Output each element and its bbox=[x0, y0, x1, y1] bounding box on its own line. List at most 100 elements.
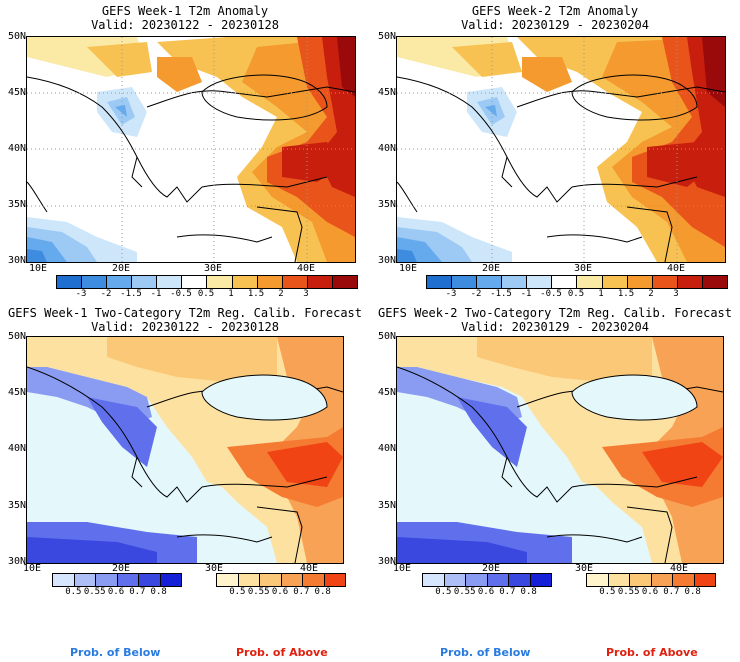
colorbar-tick-label: 0.6 bbox=[641, 587, 659, 597]
prob-below-label: Prob. of Below bbox=[440, 646, 531, 659]
colorbar-swatch bbox=[627, 276, 653, 288]
colorbar-swatch bbox=[332, 276, 357, 288]
anomaly-colorbar bbox=[426, 275, 728, 289]
colorbar-swatch bbox=[303, 574, 325, 586]
colorbar-tick-label: 2 bbox=[648, 289, 654, 299]
colorbar-swatch bbox=[651, 574, 673, 586]
map-week1-anomaly bbox=[26, 36, 356, 263]
prob-above-colorbar-labels: 0.5 0.55 0.6 0.7 0.8 bbox=[216, 587, 344, 599]
colorbar-tick-label: 0.55 bbox=[83, 587, 106, 597]
colorbar-tick-label: -1.5 bbox=[490, 289, 512, 299]
lat-label: 30N bbox=[377, 255, 396, 266]
colorbar-swatch bbox=[487, 574, 509, 586]
lat-label: 35N bbox=[377, 500, 396, 511]
colorbar-tick-label: -1 bbox=[150, 289, 162, 299]
colorbar-swatch bbox=[427, 276, 453, 288]
map-week2-anomaly bbox=[396, 36, 726, 263]
panel-valid-dates: Valid: 20230129 - 20230204 bbox=[461, 18, 649, 32]
prob-below-colorbar-labels: 0.5 0.55 0.6 0.7 0.8 bbox=[52, 587, 180, 599]
colorbar-swatch bbox=[160, 574, 181, 586]
lat-label: 40N bbox=[377, 443, 396, 454]
colorbar-tick-label: 0.7 bbox=[129, 587, 146, 597]
lat-label: 45N bbox=[377, 387, 396, 398]
colorbar-swatch bbox=[702, 276, 727, 288]
lon-label: 30E bbox=[574, 563, 594, 574]
lat-label: 30N bbox=[7, 556, 26, 567]
colorbar-tick-label: 0.8 bbox=[520, 587, 537, 597]
lat-label: 45N bbox=[7, 387, 26, 398]
lat-label: 50N bbox=[377, 31, 396, 42]
panel-title: GEFS Week-2 T2m Anomaly bbox=[471, 4, 639, 18]
colorbar-tick-label: 0.6 bbox=[107, 587, 125, 597]
prob-above-label: Prob. of Above bbox=[606, 646, 698, 659]
colorbar-tick-label: 3 bbox=[303, 289, 309, 299]
map-week2-probability bbox=[396, 336, 724, 564]
colorbar-swatch bbox=[673, 574, 695, 586]
colorbar-swatch bbox=[182, 276, 208, 288]
colorbar-swatch bbox=[257, 276, 283, 288]
colorbar-swatch bbox=[324, 574, 345, 586]
colorbar-swatch bbox=[217, 574, 239, 586]
colorbar-swatch bbox=[207, 276, 233, 288]
colorbar-tick-label: 0.5 bbox=[197, 289, 215, 299]
lon-label: 40E bbox=[666, 263, 686, 274]
colorbar-tick-label: 0.55 bbox=[247, 587, 270, 597]
lon-label: 20E bbox=[481, 263, 501, 274]
colorbar-tick-label: 0.7 bbox=[293, 587, 310, 597]
lon-label: 40E bbox=[296, 263, 316, 274]
prob-below-colorbar bbox=[422, 573, 552, 587]
prob-above-colorbar bbox=[586, 573, 716, 587]
colorbar-swatch bbox=[630, 574, 652, 586]
lon-label: 30E bbox=[204, 563, 224, 574]
colorbar-tick-label: 0.5 bbox=[229, 587, 246, 597]
lat-label: 50N bbox=[7, 31, 26, 42]
lon-label: 10E bbox=[22, 563, 42, 574]
colorbar-tick-label: -1.5 bbox=[120, 289, 142, 299]
colorbar-tick-label: 0.7 bbox=[663, 587, 680, 597]
colorbar-swatch bbox=[502, 276, 528, 288]
colorbar-tick-label: 0.8 bbox=[150, 587, 167, 597]
colorbar-tick-label: 0.55 bbox=[453, 587, 476, 597]
colorbar-swatch bbox=[139, 574, 161, 586]
lat-label: 45N bbox=[377, 87, 396, 98]
lat-label: 40N bbox=[7, 443, 26, 454]
colorbar-swatch bbox=[281, 574, 303, 586]
colorbar-swatch bbox=[608, 574, 630, 586]
lon-label: 10E bbox=[398, 263, 418, 274]
lon-label: 20E bbox=[111, 563, 131, 574]
colorbar-tick-label: 2 bbox=[278, 289, 284, 299]
colorbar-swatch bbox=[552, 276, 578, 288]
colorbar-tick-label: 1.5 bbox=[247, 289, 265, 299]
colorbar-swatch bbox=[232, 276, 258, 288]
colorbar-tick-label: -3 bbox=[445, 289, 457, 299]
colorbar-tick-label: 3 bbox=[673, 289, 679, 299]
colorbar-swatch bbox=[307, 276, 333, 288]
lat-label: 35N bbox=[377, 199, 396, 210]
anomaly-colorbar-labels: -3 -2 -1.5 -1 -0.5 0.5 1 1.5 2 3 bbox=[56, 289, 356, 301]
prob-above-colorbar-labels: 0.5 0.55 0.6 0.7 0.8 bbox=[586, 587, 714, 599]
lat-label: 40N bbox=[377, 143, 396, 154]
prob-below-colorbar-labels: 0.5 0.55 0.6 0.7 0.8 bbox=[422, 587, 550, 599]
colorbar-swatch bbox=[82, 276, 108, 288]
colorbar-tick-label: -0.5 bbox=[170, 289, 192, 299]
lat-label: 35N bbox=[7, 500, 26, 511]
panel-title: GEFS Week-2 Two-Category T2m Reg. Calib.… bbox=[377, 306, 732, 320]
colorbar-swatch bbox=[96, 574, 118, 586]
colorbar-tick-label: 1 bbox=[598, 289, 604, 299]
colorbar-tick-label: -2 bbox=[470, 289, 482, 299]
panel-valid-dates: Valid: 20230122 - 20230128 bbox=[91, 320, 279, 334]
panel-valid-dates: Valid: 20230129 - 20230204 bbox=[461, 320, 649, 334]
colorbar-tick-label: 0.7 bbox=[499, 587, 516, 597]
colorbar-swatch bbox=[527, 276, 553, 288]
lon-label: 20E bbox=[481, 563, 501, 574]
colorbar-tick-label: 1 bbox=[228, 289, 234, 299]
lat-label: 30N bbox=[7, 255, 26, 266]
lon-label: 10E bbox=[392, 563, 412, 574]
prob-above-label: Prob. of Above bbox=[236, 646, 328, 659]
colorbar-swatch bbox=[602, 276, 628, 288]
lat-label: 40N bbox=[7, 143, 26, 154]
colorbar-swatch bbox=[444, 574, 466, 586]
colorbar-swatch bbox=[53, 574, 75, 586]
colorbar-tick-label: 0.8 bbox=[314, 587, 331, 597]
lat-label: 35N bbox=[7, 199, 26, 210]
